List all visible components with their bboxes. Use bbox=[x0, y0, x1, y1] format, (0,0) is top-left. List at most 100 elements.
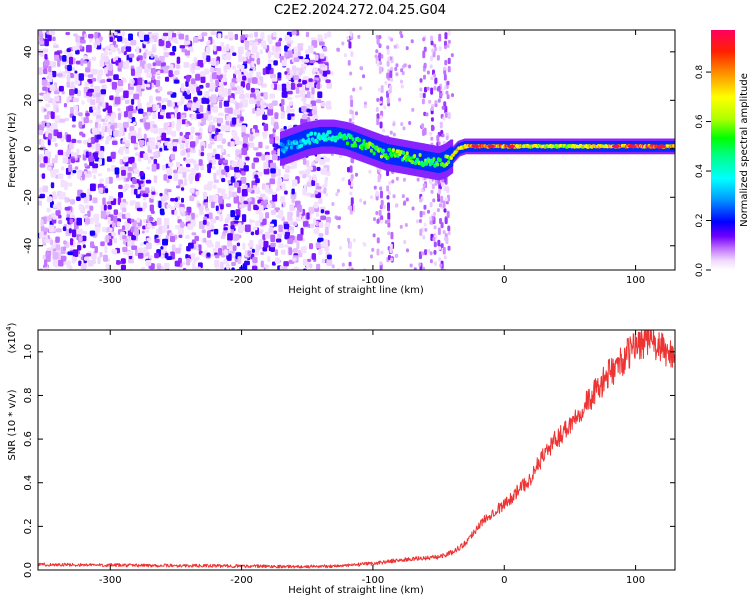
spectrogram-noise-cell bbox=[195, 191, 200, 196]
colorbar-ticks: 0.00.20.40.60.8 bbox=[695, 65, 711, 277]
spectrogram-noise-cell bbox=[38, 200, 43, 206]
spectrogram-noise-cell bbox=[258, 212, 264, 220]
spectrogram-noise-cell bbox=[272, 100, 278, 106]
spectrogram-noise-cell bbox=[183, 178, 188, 186]
spectrogram-noise-cell bbox=[263, 161, 268, 170]
spectrogram-noise-cell bbox=[178, 234, 183, 239]
spectrogram-noise-cell bbox=[174, 70, 180, 75]
spectrogram-noise-cell bbox=[224, 249, 229, 256]
signal-core bbox=[354, 143, 358, 148]
spectrogram-noise-cell bbox=[309, 223, 315, 229]
spectrogram-noise-cell bbox=[226, 115, 232, 122]
spectrogram-noise-cell bbox=[287, 238, 293, 245]
spectrogram-noise-cell bbox=[386, 202, 390, 209]
spectrogram-noise-cell bbox=[437, 98, 441, 103]
spectrogram-noise-cell bbox=[384, 80, 388, 85]
spectrogram-noise-cell bbox=[69, 106, 74, 114]
spectrogram-noise-cell bbox=[319, 53, 325, 59]
spectrogram-noise-cell bbox=[306, 91, 311, 99]
spectrogram-noise-cell bbox=[75, 49, 80, 55]
spectrogram-noise-cell bbox=[94, 31, 98, 39]
spectrogram-noise-cell bbox=[135, 152, 139, 157]
spectrogram-noise-cell bbox=[72, 170, 77, 174]
spectrogram-noise-cell bbox=[204, 68, 210, 75]
spectrogram-noise-cell bbox=[321, 67, 328, 71]
spectrogram-noise-cell bbox=[260, 104, 266, 109]
signal-core bbox=[360, 146, 364, 151]
spectrogram-noise-cell bbox=[315, 242, 321, 249]
snr-x-tick-label: -300 bbox=[99, 575, 122, 586]
spectrogram-noise-cell bbox=[284, 71, 288, 75]
spectrogram-noise-cell bbox=[66, 261, 70, 268]
spectrogram-noise-cell bbox=[349, 31, 353, 37]
spectrogram-noise-cell bbox=[213, 44, 217, 52]
spectrogram-noise-cell bbox=[151, 163, 157, 172]
spectrogram-noise-cell bbox=[323, 187, 327, 195]
spectrogram-noise-cell bbox=[128, 33, 133, 41]
spectrogram-noise-cell bbox=[400, 84, 404, 89]
spectrogram-noise-cell bbox=[89, 230, 96, 236]
spectrogram-noise-cell bbox=[326, 82, 333, 89]
spectrogram-noise-cell bbox=[446, 44, 450, 49]
spectrogram-noise-cell bbox=[241, 214, 247, 223]
spectrogram-noise-cell bbox=[162, 225, 168, 233]
spectrogram-noise-cell bbox=[273, 121, 279, 130]
spectrogram-noise-cell bbox=[217, 187, 222, 194]
spectrogram-noise-cell bbox=[87, 210, 91, 218]
spectrogram-noise-cell bbox=[39, 33, 44, 41]
spectrogram-noise-cell bbox=[281, 83, 287, 92]
snr-x-axis-label: Height of straight line (km) bbox=[288, 585, 424, 596]
snr-y-axis-label: SNR (10 * v/v) bbox=[7, 389, 18, 460]
spectrogram-noise-cell bbox=[92, 163, 99, 169]
spectrogram-noise-cell bbox=[270, 242, 276, 248]
spectrogram-noise-cell bbox=[428, 216, 432, 221]
spectrogram-noise-cell bbox=[185, 142, 189, 148]
spectrogram-noise-cell bbox=[44, 114, 50, 120]
spectrogram-noise-cell bbox=[436, 54, 440, 61]
spectrogram-noise-cell bbox=[175, 185, 181, 189]
spectrogram-noise-cell bbox=[302, 157, 307, 165]
spectrogram-noise-cell bbox=[289, 230, 294, 234]
spectrogram-noise-cell bbox=[220, 41, 225, 47]
spectrogram-noise-cell bbox=[154, 54, 158, 59]
spectrogram-noise-cell bbox=[229, 250, 236, 254]
spectrogram-noise-cell bbox=[258, 219, 263, 223]
spectrogram-noise-cell bbox=[234, 33, 239, 40]
spectrogram-noise-cell bbox=[324, 33, 328, 39]
spectrogram-noise-cell bbox=[43, 60, 50, 66]
spectrogram-noise-cell bbox=[301, 97, 307, 102]
spectrogram-noise-cell bbox=[99, 36, 103, 41]
spectrogram-noise-cell bbox=[121, 225, 126, 231]
spectrogram-noise-cell bbox=[210, 98, 217, 104]
spectrogram-noise-cell bbox=[205, 98, 210, 105]
spectrogram-noise-cell bbox=[423, 222, 427, 227]
spectrogram-noise-cell bbox=[347, 205, 351, 210]
spectrogram-noise-cell bbox=[436, 208, 440, 213]
spectrogram-noise-cell bbox=[396, 44, 400, 49]
spectrogram-noise-cell bbox=[392, 132, 396, 137]
spectrogram-noise-cell bbox=[207, 39, 211, 45]
spectrogram-noise-cell bbox=[315, 99, 322, 104]
spectrogram-noise-cell bbox=[226, 263, 230, 270]
spectrogram-noise-cell bbox=[106, 167, 111, 172]
spectrogram-noise-cell bbox=[376, 60, 380, 67]
spectrogram-noise-cell bbox=[88, 119, 93, 124]
spectrogram-noise-cell bbox=[235, 172, 241, 178]
spectrogram-noise-cell bbox=[84, 204, 91, 209]
spectrogram-noise-cell bbox=[350, 197, 354, 205]
spectrogram-noise-cell bbox=[244, 42, 249, 51]
spectrogram-noise-cell bbox=[150, 82, 154, 89]
spectrogram-noise-cell bbox=[249, 219, 253, 224]
spectrogram-noise-cell bbox=[56, 201, 62, 209]
spectrogram-noise-cell bbox=[270, 168, 276, 174]
spectrogram-noise-cell bbox=[66, 134, 71, 143]
spectrogram-noise-cell bbox=[293, 75, 299, 81]
spectrogram-noise-cell bbox=[163, 51, 169, 58]
spectrogram-noise-cell bbox=[256, 195, 260, 199]
spectrogram-noise-cell bbox=[378, 52, 382, 59]
spectrogram-noise-cell bbox=[288, 101, 293, 106]
spectrogram-noise-cell bbox=[234, 156, 240, 161]
spectrogram-noise-cell bbox=[380, 199, 384, 208]
spectrogram-noise-cell bbox=[241, 170, 246, 176]
spectrogram-noise-cell bbox=[95, 38, 101, 46]
